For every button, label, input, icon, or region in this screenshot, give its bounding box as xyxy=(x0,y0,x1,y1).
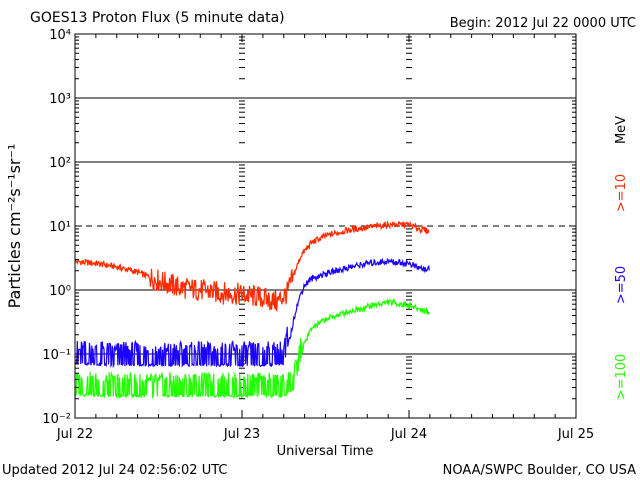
legend-label: >=100 xyxy=(614,354,629,401)
series-line-0 xyxy=(74,219,430,313)
unit-label: MeV xyxy=(614,116,629,144)
y-tick-label: 10⁰ xyxy=(49,284,71,299)
y-tick-labels: 10⁻² 10⁻¹ 10⁰ 10¹ 10² 10³ 10⁴ xyxy=(42,28,576,427)
x-tick-labels: Jul 22 Jul 23 Jul 24 Jul 25 xyxy=(56,34,594,442)
y-tick-label: 10⁴ xyxy=(49,28,71,43)
y-tick-label: 10⁻¹ xyxy=(42,348,71,363)
credit: NOAA/SWPC Boulder, CO USA xyxy=(443,463,636,478)
x-tick-label: Jul 23 xyxy=(223,427,260,442)
y-tick-label: 10³ xyxy=(49,92,71,107)
legend: >=10 >=50 >=100 xyxy=(614,174,629,400)
x-axis-label: Universal Time xyxy=(277,444,374,459)
y-tick-label: 10² xyxy=(49,156,71,171)
chart-title: GOES13 Proton Flux (5 minute data) xyxy=(30,10,285,26)
grid xyxy=(75,36,576,400)
begin-time: Begin: 2012 Jul 22 0000 UTC xyxy=(450,16,636,31)
series-lines xyxy=(74,219,430,400)
legend-label: >=10 xyxy=(614,174,629,212)
series-line-2 xyxy=(74,298,430,400)
series-line-1 xyxy=(74,257,430,369)
x-tick-label: Jul 25 xyxy=(557,427,594,442)
plot-frame xyxy=(74,33,577,419)
x-tick-label: Jul 24 xyxy=(390,427,427,442)
y-axis-label: Particles cm⁻²s⁻¹sr⁻¹ xyxy=(5,144,24,309)
y-tick-label: 10¹ xyxy=(49,220,71,235)
x-tick-label: Jul 22 xyxy=(56,427,93,442)
updated-time: Updated 2012 Jul 24 02:56:02 UTC xyxy=(2,463,227,478)
legend-label: >=50 xyxy=(614,266,629,304)
y-tick-label: 10⁻² xyxy=(42,412,71,427)
